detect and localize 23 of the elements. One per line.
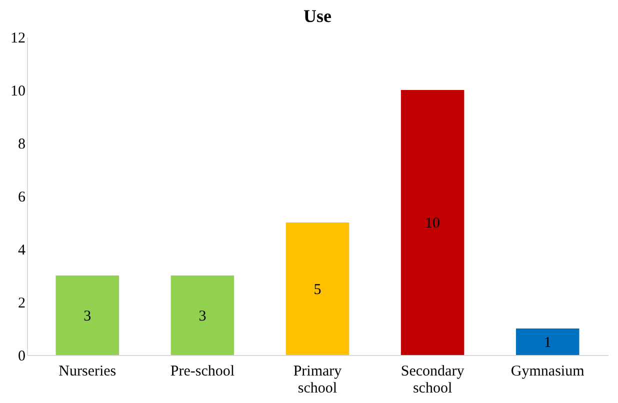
bar: [56, 276, 120, 355]
y-tick-label: 10: [10, 84, 26, 100]
data-label: 3: [198, 308, 206, 324]
x-tick-label: Nurseries: [58, 364, 116, 380]
y-tick-label: 8: [18, 136, 26, 152]
x-tick-label: Primary school: [293, 364, 342, 396]
x-tick-label: Pre-school: [170, 364, 235, 380]
y-tick-label: 6: [18, 190, 26, 206]
y-tick-label: 12: [10, 30, 26, 46]
data-label: 10: [425, 216, 440, 232]
data-label: 5: [314, 282, 322, 298]
bar: [170, 276, 234, 355]
data-label: 3: [84, 308, 92, 324]
y-tick-label: 2: [18, 296, 26, 312]
bar: [400, 90, 464, 355]
chart-title: Use: [304, 6, 332, 26]
bar: [516, 328, 580, 355]
x-tick-label: Gymnasium: [510, 364, 585, 380]
bar: [286, 222, 350, 355]
x-tick-label: Secondary school: [400, 364, 465, 396]
y-tick-label: 0: [18, 348, 26, 364]
y-tick-label: 4: [18, 242, 26, 258]
data-label: 1: [544, 334, 552, 351]
